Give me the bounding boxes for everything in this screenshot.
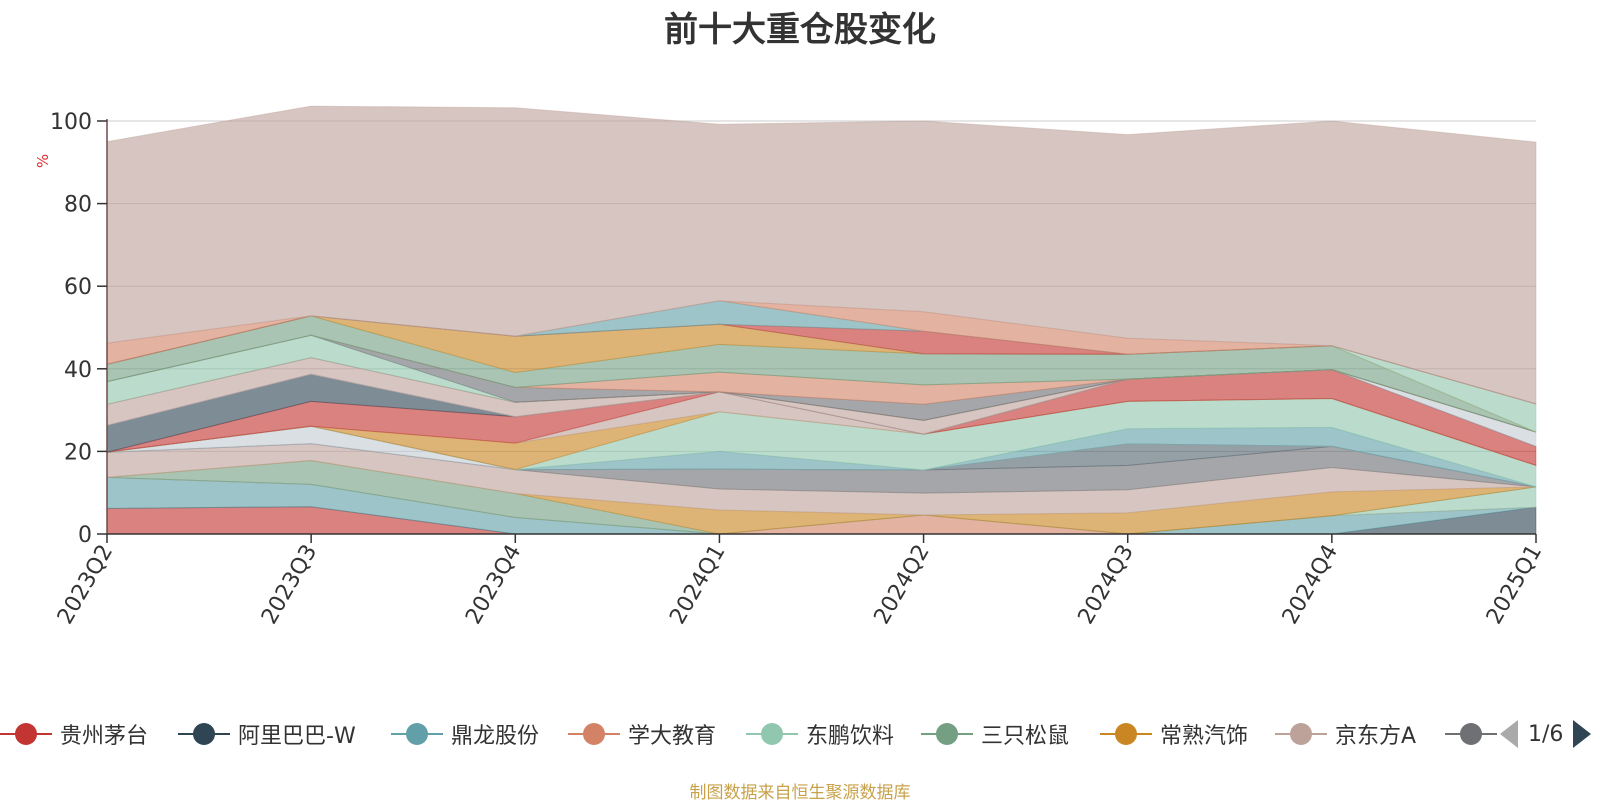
- legend-label: 三只松鼠: [981, 724, 1070, 749]
- x-tick-label-2024Q4: 2024Q4: [1278, 541, 1343, 629]
- area-series-14[interactable]: [106, 397, 1537, 488]
- legend-item-9[interactable]: [1445, 714, 1497, 754]
- legend-item-3[interactable]: 鼎龙股份: [391, 714, 539, 754]
- legend-marker-icon: [1100, 714, 1152, 754]
- legend-marker-icon: [921, 714, 973, 754]
- legend-label: 京东方A: [1335, 724, 1417, 749]
- y-tick-label-60: 60: [64, 275, 92, 300]
- legend-marker-icon: [746, 714, 798, 754]
- area-series-5[interactable]: [106, 476, 1537, 535]
- x-tick-label-2023Q3: 2023Q3: [257, 541, 322, 629]
- y-tick-label-80: 80: [64, 193, 92, 218]
- legend-label: 贵州茅台: [60, 724, 149, 749]
- legend-marker-icon: [1445, 714, 1497, 754]
- x-tick-label-2024Q2: 2024Q2: [869, 541, 934, 629]
- legend-marker-icon: [1275, 714, 1327, 754]
- area-series-3[interactable]: [106, 476, 1537, 535]
- legend-item-6[interactable]: 三只松鼠: [921, 714, 1069, 754]
- area-series-24[interactable]: [106, 334, 1537, 433]
- x-tick-label-2023Q2: 2023Q2: [53, 541, 118, 629]
- y-axis-unit-label: %: [34, 154, 52, 168]
- x-tick-label-2025Q1: 2025Q1: [1482, 541, 1547, 629]
- area-series-28[interactable]: [106, 315, 1537, 433]
- legend-label: 常熟汽饰: [1160, 724, 1249, 749]
- legend: 贵州茅台 阿里巴巴-W 鼎龙股份 学大教育 东鹏饮料 三只松鼠 常熟汽饰 京东方A: [0, 714, 1600, 754]
- legend-page-indicator: 1/6: [1528, 721, 1564, 747]
- legend-label: 鼎龙股份: [451, 724, 540, 749]
- legend-item-7[interactable]: 常熟汽饰: [1100, 714, 1248, 754]
- x-tick-label-2023Q4: 2023Q4: [461, 541, 526, 629]
- legend-label: 东鹏饮料: [806, 724, 895, 749]
- x-tick-label-2024Q3: 2024Q3: [1074, 541, 1139, 629]
- legend-pager: 1/6: [1500, 714, 1592, 754]
- y-tick-label-100: 100: [50, 110, 92, 135]
- x-tick-label-2024Q1: 2024Q1: [665, 541, 730, 629]
- area-series-34[interactable]: [106, 105, 1537, 405]
- y-tick-label-0: 0: [78, 523, 92, 548]
- data-source-note: 制图数据来自恒生聚源数据库: [689, 783, 911, 803]
- legend-marker-icon: [178, 714, 230, 754]
- legend-prev-page-icon[interactable]: [1500, 720, 1518, 748]
- legend-item-8[interactable]: 京东方A: [1275, 714, 1416, 754]
- legend-next-page-icon[interactable]: [1573, 720, 1592, 748]
- y-tick-label-20: 20: [64, 440, 92, 465]
- legend-marker-icon: [0, 714, 52, 754]
- area-series-21[interactable]: [106, 357, 1537, 435]
- legend-marker-icon: [568, 714, 620, 754]
- legend-marker-icon: [391, 714, 443, 754]
- chart-title: 前十大重仓股变化: [664, 10, 936, 50]
- legend-item-1[interactable]: 贵州茅台: [0, 714, 148, 754]
- legend-label: 学大教育: [628, 724, 717, 749]
- legend-item-5[interactable]: 东鹏饮料: [746, 714, 894, 754]
- legend-label: 阿里巴巴-W: [238, 724, 356, 749]
- legend-item-4[interactable]: 学大教育: [568, 714, 716, 754]
- legend-item-2[interactable]: 阿里巴巴-W: [178, 714, 356, 754]
- y-tick-label-40: 40: [64, 358, 92, 383]
